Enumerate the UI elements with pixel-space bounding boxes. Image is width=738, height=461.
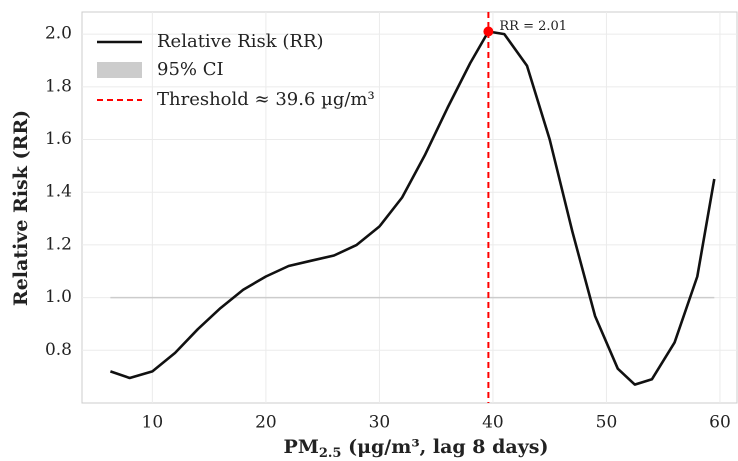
threshold-point	[483, 26, 494, 37]
x-axis-label: PM2.5 (μg/m³, lag 8 days)	[284, 436, 549, 461]
legend-label: Relative Risk (RR)	[157, 31, 324, 52]
y-tick-label: 1.6	[45, 129, 72, 149]
legend: Relative Risk (RR) 95% CI Threshold ≈ 39.6…	[97, 31, 375, 110]
x-tick-label: 10	[142, 413, 164, 433]
y-tick-label: 1.8	[45, 76, 72, 96]
y-tick-label: 2.0	[45, 24, 72, 44]
x-label-rest: (μg/m³, lag 8 days)	[341, 436, 548, 458]
legend-swatch	[97, 62, 142, 78]
annotation: RR = 2.01	[499, 19, 567, 34]
x-tick-label: 30	[369, 413, 391, 433]
y-tick-label: 1.2	[45, 234, 72, 254]
x-label-sub: 2.5	[319, 446, 342, 461]
y-tick-label: 1.4	[45, 182, 72, 202]
plot-frame	[81, 11, 738, 404]
line-series	[109, 30, 716, 386]
x-label-main: PM	[284, 436, 319, 458]
legend-label: 95% CI	[157, 59, 224, 80]
y-tick-label: 1.0	[45, 287, 72, 307]
x-tick-label: 50	[596, 413, 618, 433]
y-tick-label: 0.8	[45, 340, 72, 360]
x-tick-label: 60	[709, 413, 731, 433]
x-tick-label: 40	[482, 413, 504, 433]
y-axis-label: Relative Risk (RR)	[10, 110, 32, 306]
legend-label: Threshold ≈ 39.6 µg/m³	[157, 89, 375, 110]
x-tick-label: 20	[255, 413, 277, 433]
